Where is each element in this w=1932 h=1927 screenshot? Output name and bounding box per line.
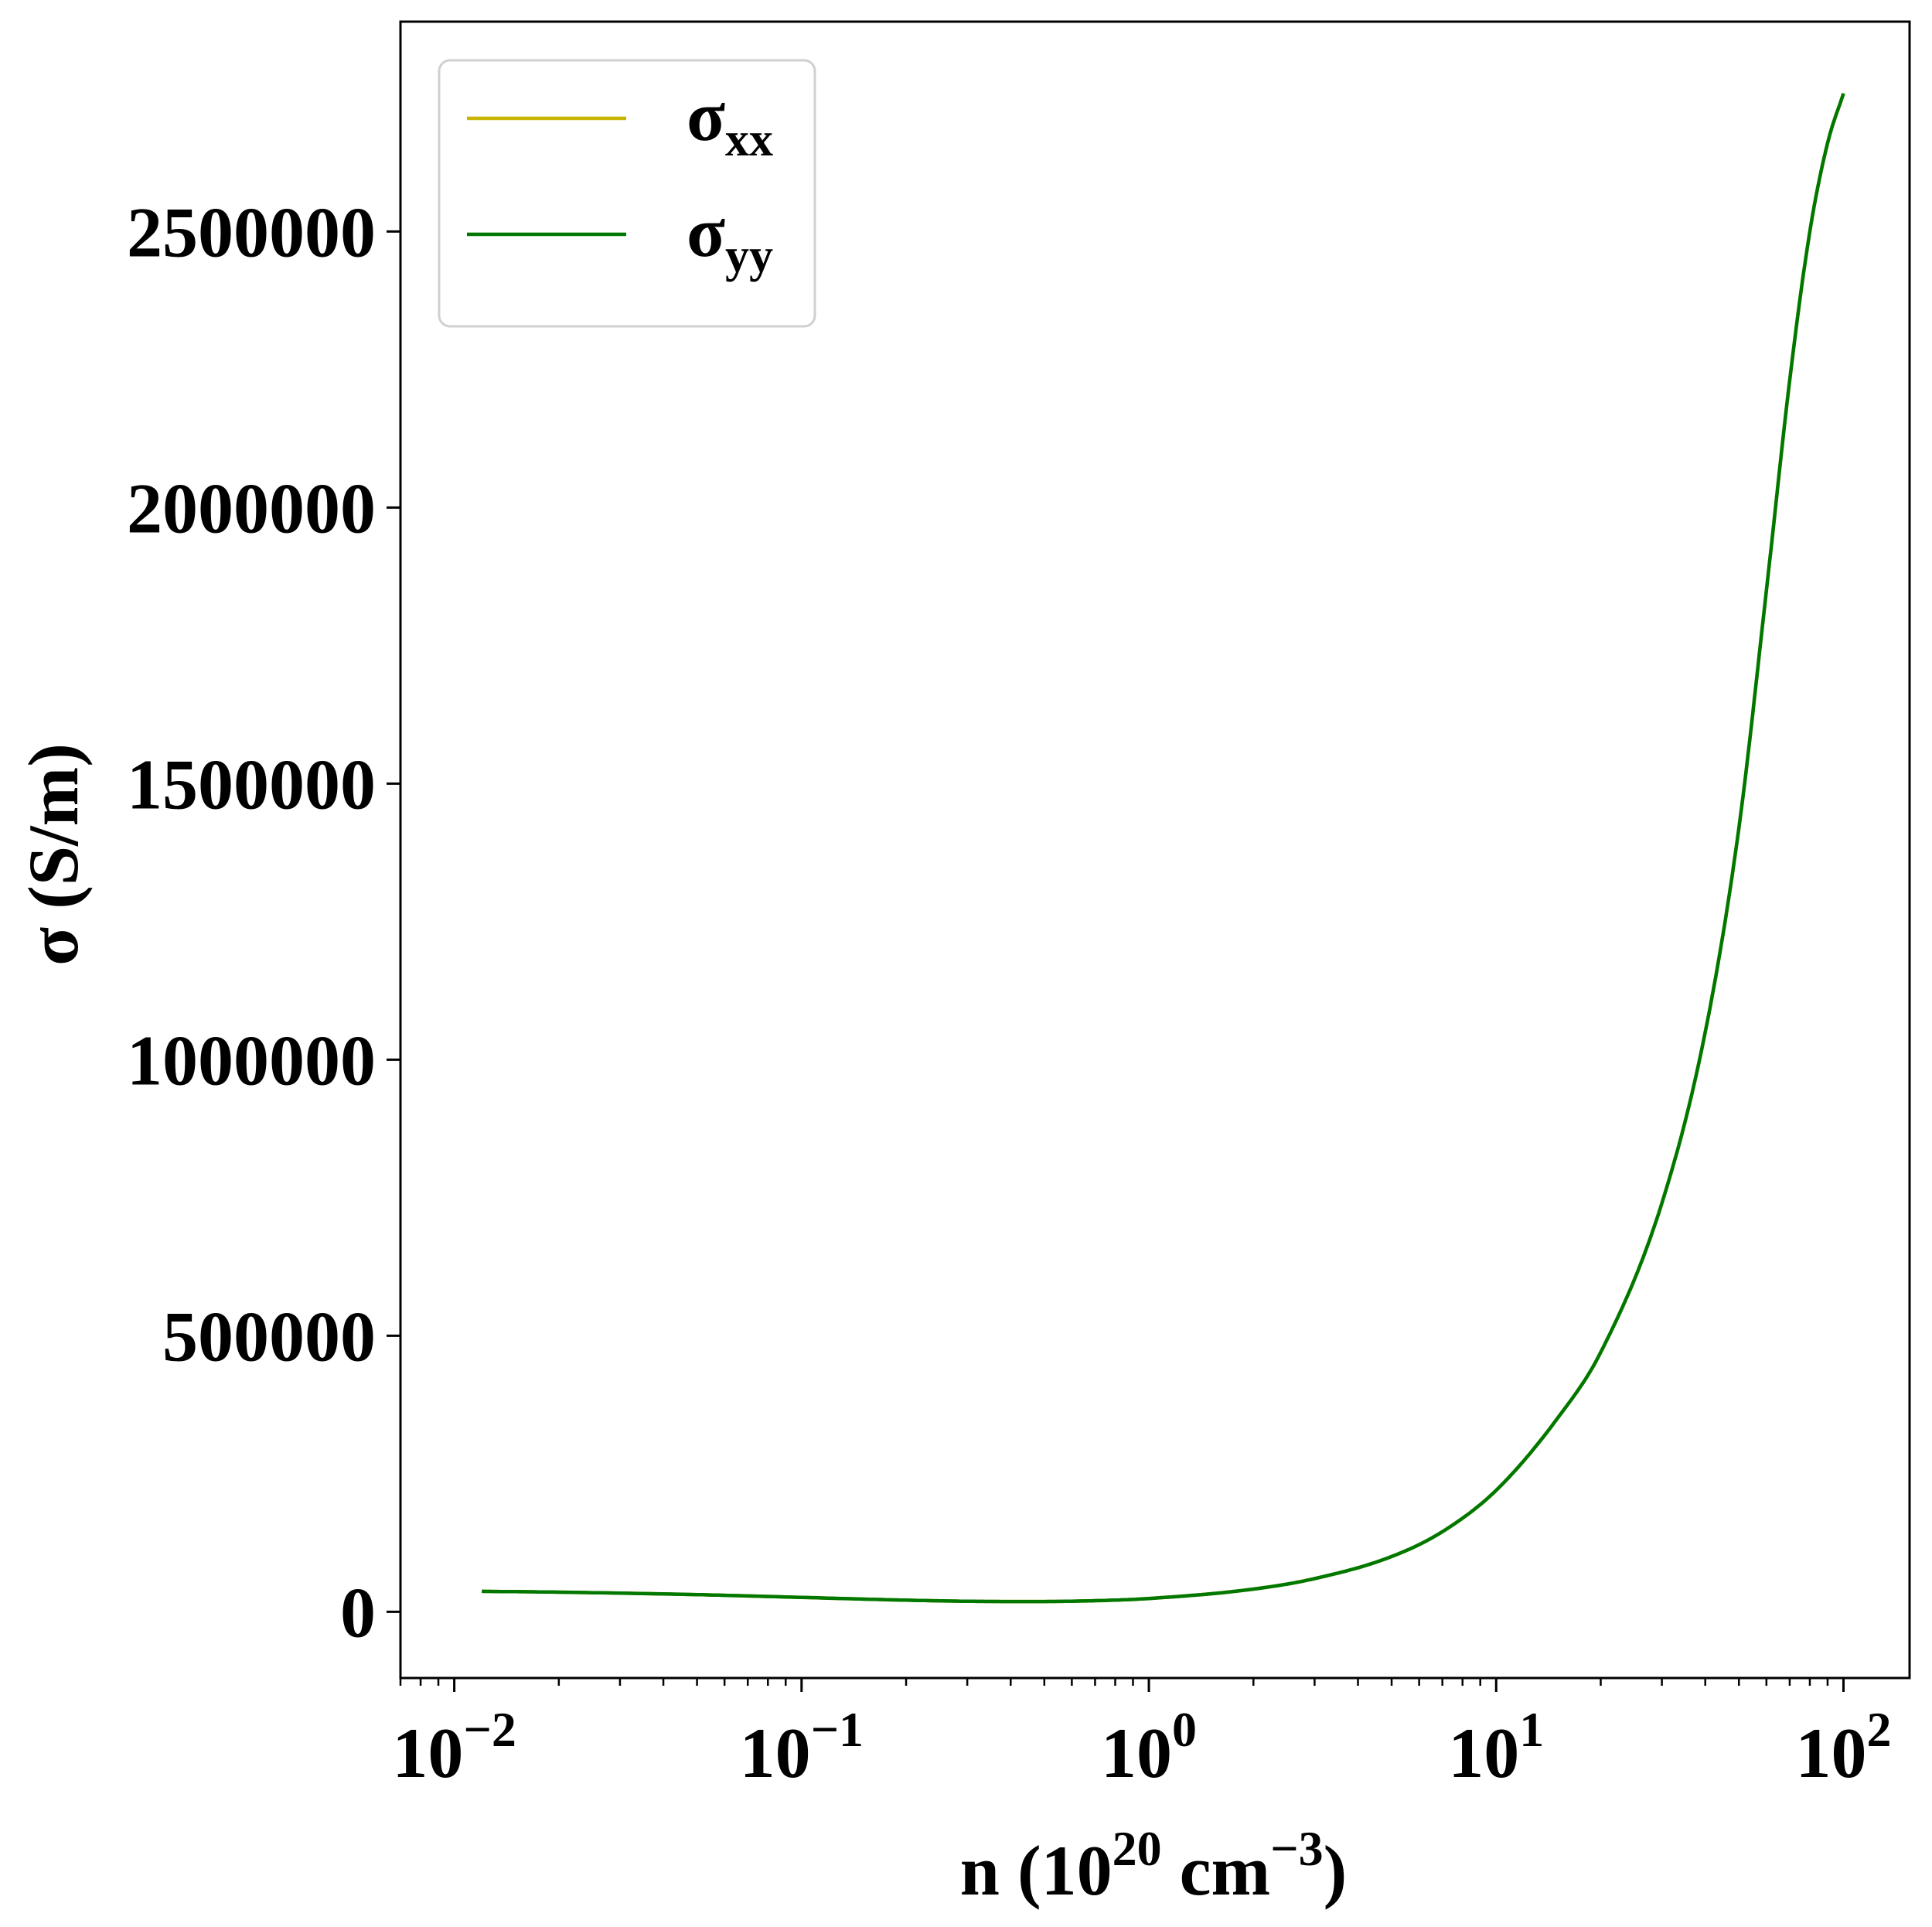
legend-box [438, 59, 816, 328]
x-axis-label-text: n (10 [960, 1831, 1113, 1910]
y-axis: 0 500000 1000000 1500000 2000000 2500000 [127, 193, 400, 1652]
x-axis-label-end: ) [1324, 1831, 1348, 1910]
x-axis-label: n (1020 cm−3) [960, 1821, 1347, 1910]
x-tick-label-base: 10 [740, 1714, 811, 1792]
legend-label: σxx [687, 77, 773, 166]
series-layer [482, 93, 1845, 1604]
x-tick-label-base: 10 [1448, 1714, 1519, 1792]
x-tick-label-exponent: −1 [811, 1702, 864, 1757]
x-tick-label: 10−2 [392, 1702, 516, 1792]
x-axis: 10−2 10−1 100 101 102 [392, 1678, 1891, 1792]
legend-label-symbol: σ [687, 77, 725, 155]
x-tick-label-exponent: −2 [463, 1702, 516, 1757]
x-tick-label-exponent: 2 [1866, 1702, 1891, 1757]
y-tick-label: 500000 [162, 1297, 376, 1376]
series-line-sigma-yy [482, 93, 1845, 1604]
y-tick-label: 2000000 [127, 469, 376, 547]
legend-label-subscript: yy [725, 230, 773, 282]
x-axis-label-mid: cm [1162, 1831, 1270, 1910]
x-axis-label-sup1: 20 [1113, 1821, 1162, 1876]
y-tick-label: 0 [340, 1573, 376, 1652]
x-tick-label: 102 [1795, 1702, 1891, 1792]
y-axis-label: σ (S/m) [14, 743, 93, 966]
plot-frame [399, 20, 1911, 1680]
y-tick-label: 1000000 [127, 1021, 376, 1100]
legend-label: σyy [687, 193, 773, 282]
x-tick-label-base: 10 [1101, 1714, 1172, 1792]
x-tick-label-exponent: 1 [1519, 1702, 1544, 1757]
x-tick-label-base: 10 [392, 1714, 463, 1792]
x-tick-label-exponent: 0 [1172, 1702, 1197, 1757]
x-tick-label: 10−1 [740, 1702, 864, 1792]
legend-label-symbol: σ [687, 193, 725, 271]
x-tick-label-base: 10 [1795, 1714, 1866, 1792]
legend-label-subscript: xx [725, 114, 773, 166]
x-axis-label-sup2: −3 [1270, 1821, 1323, 1876]
x-tick-label: 101 [1448, 1702, 1544, 1792]
y-tick-label: 2500000 [127, 193, 376, 271]
y-tick-label: 1500000 [127, 745, 376, 824]
x-tick-label: 100 [1101, 1702, 1197, 1792]
